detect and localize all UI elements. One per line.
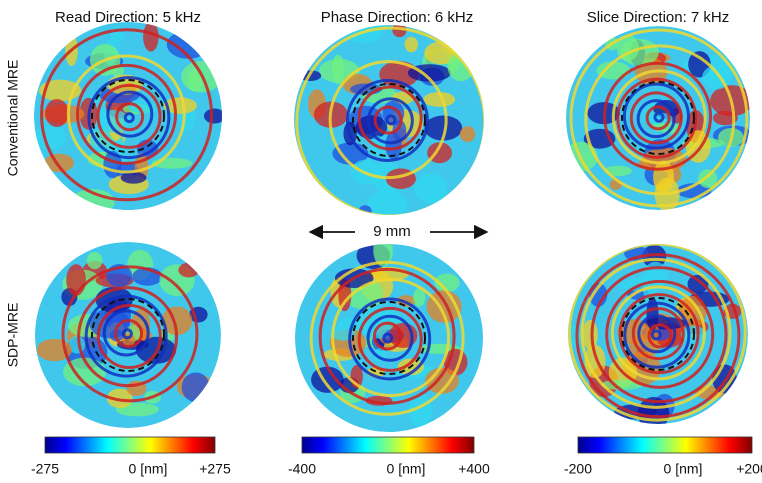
scale-label: 9 mm (373, 223, 411, 240)
colorbar-max: +400 (458, 461, 490, 477)
blob (460, 126, 476, 142)
wave-image (553, 244, 748, 429)
wave-image (295, 234, 483, 432)
colorbar (45, 437, 215, 453)
blob (66, 264, 86, 296)
blob (34, 125, 66, 150)
colorbar-max: +275 (199, 461, 231, 477)
wave-image (294, 17, 485, 218)
blob (178, 263, 199, 278)
column-title: Slice Direction: 7 kHz (587, 9, 730, 26)
blob (405, 37, 418, 53)
figure: Conventional MRE SDP-MRE 9 mm Read Direc… (0, 0, 762, 483)
blob (414, 174, 447, 204)
column-title: Phase Direction: 6 kHz (321, 9, 474, 26)
blob (45, 99, 69, 127)
blob (204, 109, 225, 124)
row-label: SDP-MRE (5, 303, 21, 368)
wave-image (34, 22, 226, 214)
colorbar-min: -400 (288, 461, 316, 477)
blob (448, 51, 475, 81)
blob (110, 26, 124, 43)
row-label: Conventional MRE (5, 60, 21, 177)
blob (311, 367, 344, 393)
colorbar-min: -200 (564, 461, 592, 477)
colorbar-max: +200 (736, 461, 762, 477)
blob (87, 252, 103, 269)
wave-image (35, 242, 221, 428)
colorbar-min: -275 (31, 461, 59, 477)
wave-image (564, 26, 752, 211)
blob (332, 54, 344, 84)
colorbar-mid: 0 [nm] (387, 461, 426, 477)
blob (182, 372, 210, 402)
blob (44, 154, 74, 172)
colorbar-mid: 0 [nm] (129, 461, 168, 477)
colorbar (578, 437, 752, 453)
colorbar (302, 437, 474, 453)
colorbar-mid: 0 [nm] (664, 461, 703, 477)
blob (121, 172, 147, 184)
